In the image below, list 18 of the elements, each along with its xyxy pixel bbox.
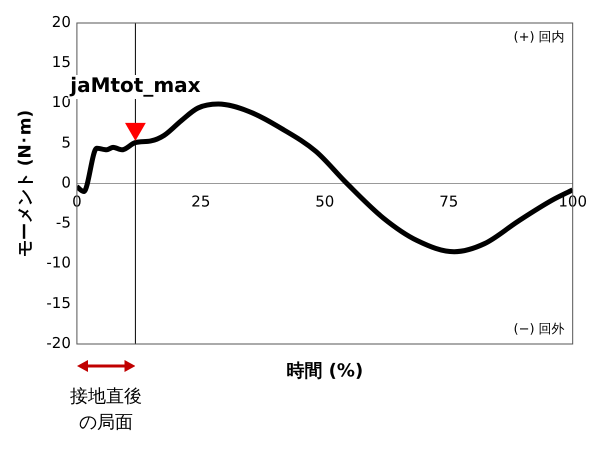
ref-line-label: jaMtot_max <box>69 73 201 98</box>
annotation: (−) 回外 <box>514 322 565 337</box>
annotation: (+) 回内 <box>514 30 565 45</box>
y-tick-label: -20 <box>46 334 71 352</box>
y-tick-label: -5 <box>56 214 71 232</box>
y-tick-label: -15 <box>46 294 71 312</box>
y-tick-label: 20 <box>52 12 71 31</box>
y-axis-title: モーメント (N･m) <box>16 110 36 258</box>
y-tick-label: 5 <box>61 133 71 152</box>
x-tick-label: 25 <box>191 192 210 210</box>
y-tick-label: -10 <box>46 254 71 272</box>
text: 接地直後の局面 <box>69 385 144 435</box>
y-tick-label: 0 <box>61 173 71 192</box>
x-tick-label: 75 <box>439 192 458 210</box>
y-tick-label: 10 <box>52 93 71 112</box>
y-tick-label: 15 <box>52 53 71 72</box>
x-tick-label: 50 <box>315 192 334 210</box>
x-axis-title: 時間 (%) <box>286 360 364 382</box>
